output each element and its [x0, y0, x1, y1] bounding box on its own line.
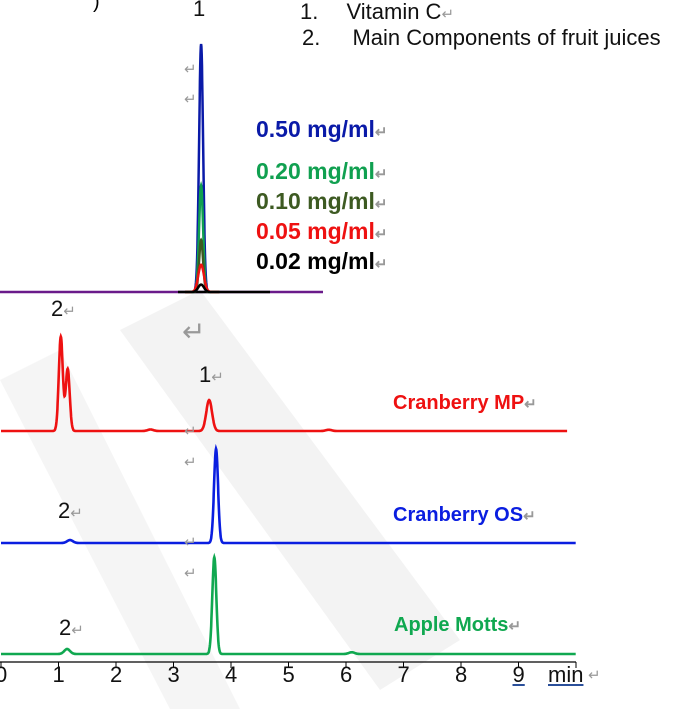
watermark-band	[0, 350, 240, 709]
peak-label-os-2: 2↵	[58, 498, 83, 523]
conc-label-002: 0.02 mg/ml↵	[256, 248, 388, 274]
peak-label-standard: 1	[193, 0, 206, 21]
sample-trace-cranberry-mp	[1, 332, 568, 433]
x-tick-label: 1	[52, 662, 65, 687]
peak-label-apple-2: 2↵	[59, 615, 84, 640]
conc-label-005: 0.05 mg/ml↵	[256, 218, 388, 244]
return-mark: ↵	[184, 423, 197, 440]
return-mark: ↵	[184, 91, 197, 108]
standard-trace-020	[185, 181, 220, 294]
x-axis	[0, 661, 577, 668]
x-tick-label: 7	[397, 662, 410, 687]
conc-label-050: 0.50 mg/ml↵	[256, 116, 388, 142]
x-tick-label: 0	[0, 662, 8, 687]
x-axis-unit-label: min	[548, 662, 584, 687]
legend-item-2: 2. Main Components of fruit juices	[302, 27, 661, 49]
conc-label-020: 0.20 mg/ml↵	[256, 158, 388, 184]
watermark	[120, 290, 460, 690]
x-tick-label: 5	[282, 662, 295, 687]
top-fragment: )	[93, 0, 100, 13]
peak-label-mp-2: 2↵	[51, 296, 76, 321]
return-mark: ↵	[184, 454, 197, 471]
sample-trace-cranberry-os	[1, 443, 576, 545]
return-mark: ↵	[182, 316, 206, 347]
legend-label: Vitamin C	[346, 0, 442, 24]
return-mark: ↵	[184, 565, 197, 582]
x-tick-label: 4	[225, 662, 238, 687]
x-tick-label: 9	[512, 662, 525, 687]
peak-label-mp-1: 1↵	[199, 362, 224, 387]
x-tick-label: 6	[340, 662, 353, 687]
standard-trace-005	[185, 263, 220, 294]
standard-trace-002	[185, 283, 220, 294]
legend-num: 2.	[302, 25, 321, 50]
legend-num: 1.	[300, 0, 319, 24]
x-tick-label: 2	[110, 662, 123, 687]
sample-trace-apple-motts	[1, 552, 576, 656]
sample-label-cranberry-os: Cranberry OS↵	[393, 504, 536, 526]
return-mark: ↵	[184, 61, 197, 78]
sample-label-apple-motts: Apple Motts↵	[394, 614, 522, 636]
return-mark: ↵	[588, 667, 601, 684]
sample-label-cranberry-mp: Cranberry MP↵	[393, 392, 537, 414]
return-mark: ↵	[184, 534, 197, 551]
return-mark: ↵	[441, 6, 455, 23]
legend-item-1: 1. Vitamin C↵	[300, 1, 454, 23]
x-tick-label: 8	[455, 662, 468, 687]
conc-label-010: 0.10 mg/ml↵	[256, 188, 388, 214]
x-tick-label: 3	[167, 662, 180, 687]
legend-label: Main Components of fruit juices	[352, 25, 661, 50]
